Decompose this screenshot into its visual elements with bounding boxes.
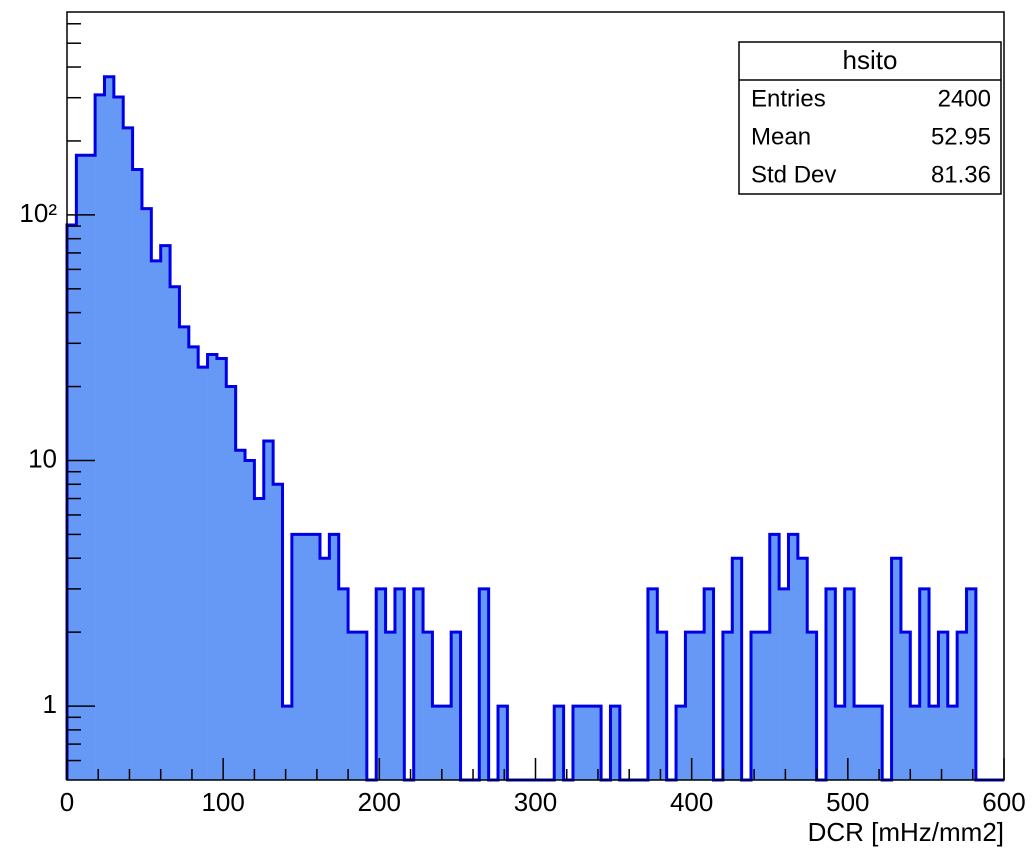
x-tick-label: 200	[358, 787, 401, 817]
bar	[413, 588, 424, 780]
bar	[554, 706, 564, 780]
bar	[891, 558, 902, 780]
stats-value: 81.36	[931, 161, 991, 188]
bar	[216, 358, 227, 780]
bar	[647, 588, 658, 780]
bar	[76, 155, 87, 780]
bar	[432, 706, 443, 780]
x-tick-label: 0	[60, 787, 74, 817]
bar	[732, 558, 742, 780]
bar	[657, 632, 667, 780]
bar	[854, 706, 864, 780]
x-tick-label: 500	[826, 787, 869, 817]
bar	[245, 460, 255, 780]
bar	[825, 588, 836, 780]
x-tick-label: 600	[982, 787, 1025, 817]
bar	[676, 706, 686, 780]
bar	[207, 354, 218, 780]
bar	[451, 632, 461, 780]
bar	[160, 245, 171, 780]
bar	[919, 588, 930, 780]
bar	[872, 706, 883, 780]
bar	[85, 155, 96, 780]
stats-label: Mean	[751, 123, 811, 150]
y-tick-label: 10²	[19, 198, 57, 228]
bar	[95, 94, 105, 780]
stats-value: 2400	[938, 85, 991, 112]
bar	[929, 706, 939, 780]
stats-box	[738, 41, 1002, 195]
bar	[170, 286, 180, 780]
bar	[179, 326, 190, 780]
bar	[788, 534, 799, 780]
bar	[685, 632, 696, 780]
bar	[273, 484, 283, 780]
bar	[132, 169, 143, 781]
bar	[310, 534, 321, 780]
bar	[394, 588, 405, 780]
y-tick-label: 1	[43, 689, 57, 719]
bar	[835, 706, 846, 780]
bar	[910, 706, 920, 780]
y-tick-label: 10	[28, 443, 57, 473]
x-tick-label: 400	[670, 787, 713, 817]
bar	[254, 498, 265, 780]
bar	[957, 632, 967, 780]
bar	[291, 534, 302, 780]
bar	[572, 706, 583, 780]
bar	[966, 588, 977, 780]
bar	[329, 534, 340, 780]
bar	[900, 632, 911, 780]
stats-title: hsito	[843, 45, 898, 75]
bar	[141, 208, 152, 780]
bar	[282, 706, 293, 780]
bar	[113, 96, 124, 781]
bar	[760, 632, 771, 780]
bar	[338, 588, 349, 780]
bar	[385, 632, 396, 780]
bar	[319, 558, 330, 780]
bar	[301, 534, 311, 780]
bar	[779, 588, 789, 780]
bar	[357, 632, 368, 780]
bar	[498, 706, 508, 780]
stats-value: 52.95	[931, 123, 991, 150]
bar	[947, 706, 958, 780]
bar	[610, 706, 621, 780]
bar	[591, 706, 602, 780]
x-tick-label: 100	[201, 787, 244, 817]
bar	[797, 558, 808, 780]
bar	[863, 706, 874, 780]
bar	[198, 367, 208, 780]
bar	[694, 632, 705, 780]
bar	[123, 127, 133, 781]
bar	[844, 588, 855, 780]
bar	[376, 588, 386, 780]
bar	[807, 632, 817, 780]
bar	[441, 706, 452, 780]
bar	[751, 632, 761, 780]
stats-label: Entries	[751, 85, 826, 112]
bar	[67, 224, 77, 780]
bar	[104, 76, 115, 780]
bar	[263, 441, 274, 780]
x-tick-label: 300	[514, 787, 557, 817]
bar	[769, 534, 780, 780]
stats-label: Std Dev	[751, 161, 836, 188]
bar	[704, 588, 714, 780]
bar	[423, 632, 433, 780]
bar	[348, 632, 358, 780]
bar	[479, 588, 489, 780]
bar	[722, 632, 733, 780]
bar	[188, 346, 199, 780]
bar	[235, 450, 246, 780]
bar	[226, 386, 236, 780]
bar	[582, 706, 593, 780]
bar	[151, 260, 161, 780]
x-axis-label: DCR [mHz/mm2]	[808, 817, 1004, 847]
bar	[938, 632, 949, 780]
